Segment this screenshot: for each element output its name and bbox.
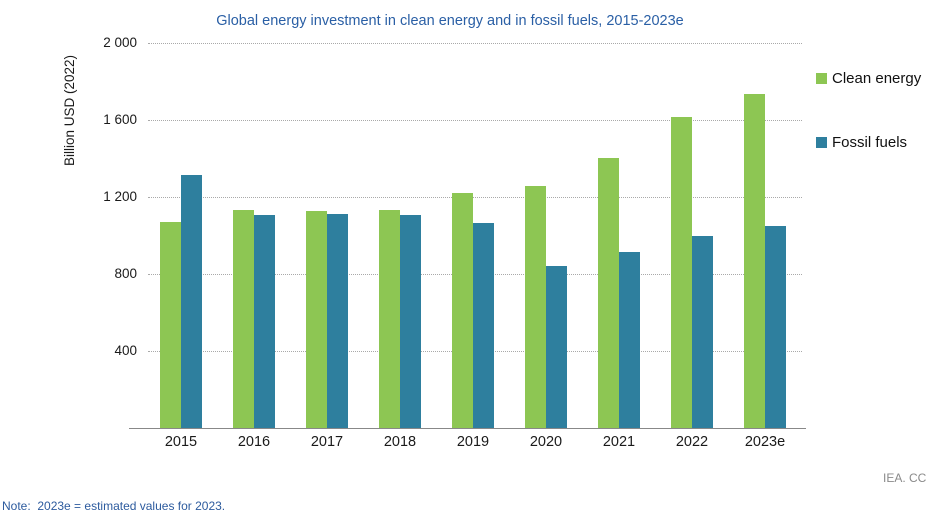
attribution-label: IEA. CC: [883, 471, 927, 485]
bar-clean-energy-2019: [452, 193, 473, 428]
legend-label: Fossil fuels: [832, 134, 908, 151]
x-tick-label: 2015: [164, 434, 198, 450]
bar-fossil-fuels-2016: [254, 215, 275, 428]
x-tick-label: 2023e: [744, 434, 786, 450]
bar-clean-energy-2016: [233, 210, 254, 428]
bar-fossil-fuels-2018: [400, 215, 421, 428]
x-tick-label: 2017: [310, 434, 344, 450]
bar-clean-energy-2020: [525, 186, 546, 428]
x-axis-line: [129, 428, 806, 429]
bar-clean-energy-2017: [306, 211, 327, 428]
x-tick-label: 2019: [456, 434, 490, 450]
bar-fossil-fuels-2017: [327, 214, 348, 428]
bar-fossil-fuels-2022: [692, 235, 713, 428]
y-tick-label: 1 600: [103, 112, 137, 127]
footnote: Note: 2023e = estimated values for 2023.: [2, 499, 226, 513]
bar-clean-energy-2018: [379, 210, 400, 428]
gridline: [148, 197, 802, 198]
legend-swatch-icon: [816, 137, 827, 148]
chart-title: Global energy investment in clean energy…: [216, 13, 684, 29]
legend-item-clean-energy: Clean energy: [816, 70, 921, 87]
legend-label: Clean energy: [832, 70, 922, 87]
legend-item-fossil-fuels: Fossil fuels: [816, 134, 907, 151]
bar-fossil-fuels-2021: [619, 251, 640, 428]
bar-clean-energy-2023e: [744, 94, 765, 428]
bar-clean-energy-2015: [160, 222, 181, 428]
x-tick-label: 2016: [237, 434, 271, 450]
y-tick-label: 2 000: [103, 35, 137, 50]
y-tick-label: 1 200: [103, 189, 137, 204]
bar-fossil-fuels-2020: [546, 266, 567, 428]
bar-clean-energy-2021: [598, 157, 619, 428]
x-tick-label: 2021: [602, 434, 636, 450]
gridline: [148, 120, 802, 121]
x-tick-label: 2018: [383, 434, 417, 450]
bar-fossil-fuels-2023e: [765, 225, 786, 428]
y-tick-label: 800: [114, 266, 137, 281]
bar-fossil-fuels-2015: [181, 174, 202, 428]
gridline: [148, 43, 802, 44]
bar-clean-energy-2022: [671, 117, 692, 428]
legend-swatch-icon: [816, 73, 827, 84]
bar-fossil-fuels-2019: [473, 222, 494, 428]
x-tick-label: 2022: [675, 434, 709, 450]
x-tick-label: 2020: [529, 434, 563, 450]
y-tick-label: 400: [114, 343, 137, 358]
